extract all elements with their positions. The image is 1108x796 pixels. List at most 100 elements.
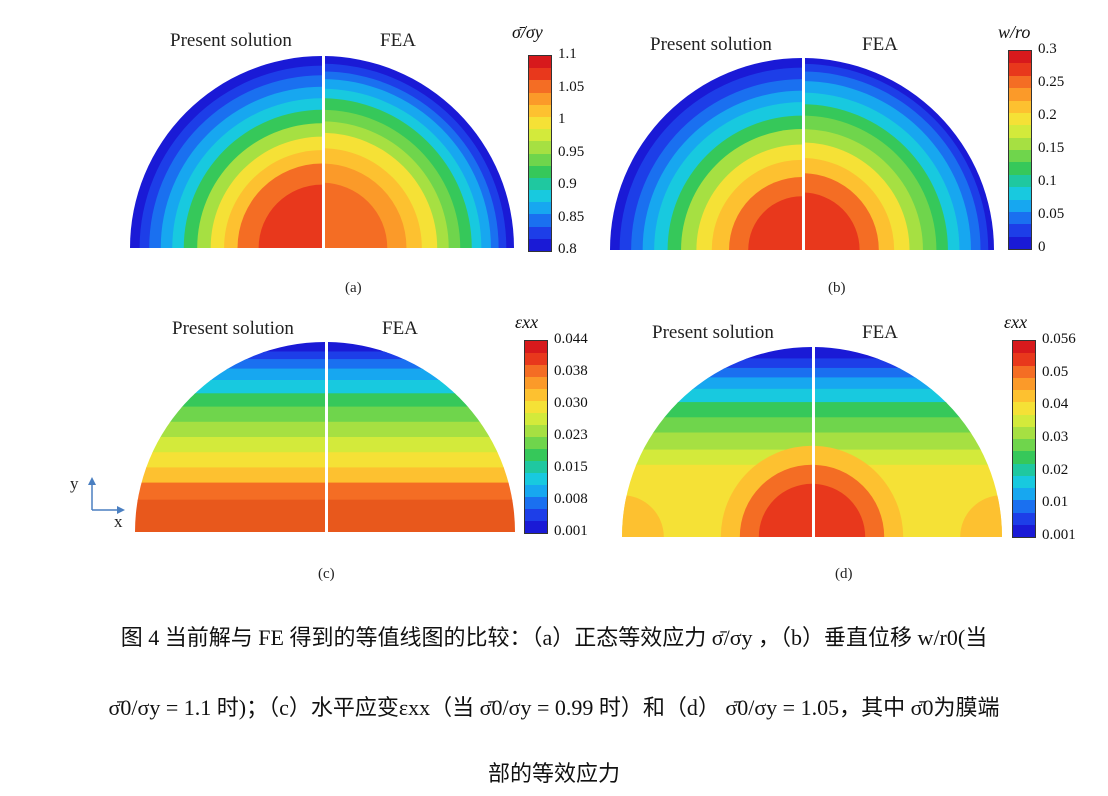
colorbar-tick-label: 0.85: [558, 208, 585, 225]
contour-band: [328, 499, 515, 532]
panel-d-left-title: Present solution: [652, 322, 774, 343]
fea-half-d: [815, 347, 1002, 537]
panel-b-right-title: FEA: [862, 34, 898, 55]
present-solution-half-c: [135, 342, 325, 532]
contour-band: [815, 432, 1002, 451]
panel-d-colorbar-title: εxx: [1004, 312, 1028, 332]
panel-c-right-title: FEA: [382, 318, 418, 339]
colorbar-segment: [1009, 63, 1031, 76]
colorbar-segment: [529, 226, 551, 239]
panel-c-label: (c): [318, 566, 335, 582]
contour-band: [135, 452, 325, 469]
contour-band: [960, 495, 1002, 537]
colorbar-tick-label: 0.05: [1038, 206, 1065, 222]
colorbar-tick-label: 1: [558, 111, 566, 127]
colorbar-segment: [1009, 174, 1031, 188]
colorbar-segment: [1013, 439, 1035, 452]
contour-band: [325, 182, 388, 248]
contour-band: [135, 406, 325, 423]
colorbar-segment: [525, 365, 547, 377]
panel-a-left-title: Present solution: [170, 30, 292, 51]
colorbar-segment: [1013, 390, 1035, 403]
colorbar-segment: [1009, 224, 1031, 237]
colorbar-segment: [529, 116, 551, 130]
colorbar-segment: [1013, 463, 1035, 476]
colorbar-tick-label: 0.9: [558, 176, 577, 192]
colorbar-segment: [1013, 524, 1035, 537]
colorbar-segment: [1009, 162, 1031, 175]
colorbar-tick-label: 0.038: [554, 363, 588, 379]
contour-band: [328, 467, 515, 484]
colorbar-segment: [1009, 236, 1031, 249]
colorbar-tick-label: 0.008: [554, 491, 588, 507]
colorbar-tick-label: 0.8: [558, 241, 577, 257]
colorbar-segment: [1013, 365, 1035, 378]
colorbar-tick-label: 0.001: [554, 523, 588, 539]
contour-band: [622, 367, 812, 379]
x-axis-label: x: [114, 512, 123, 531]
colorbar-segment: [525, 485, 547, 497]
colorbar-segment: [529, 153, 551, 166]
colorbar-segment: [529, 214, 551, 227]
contour-band: [328, 437, 515, 454]
colorbar-tick-label: 0.023: [554, 427, 588, 443]
colorbar-tick-label: 0.030: [554, 395, 588, 411]
colorbar-segment: [525, 497, 547, 509]
contour-band: [815, 483, 866, 537]
colorbar-segment: [529, 92, 551, 105]
colorbar-tick-label: 0.001: [1042, 527, 1076, 543]
colorbar-tick-label: 0.2: [1038, 107, 1057, 123]
colorbar-segment: [1009, 125, 1031, 138]
colorbar-segment: [525, 509, 547, 521]
colorbar-segment: [1009, 75, 1031, 89]
contour-band: [258, 184, 322, 248]
contour-band: [758, 483, 812, 537]
figure-caption-line-1: 图 4 当前解与 FE 得到的等值线图的比较：（a）正态等效应力 σ̄/σy ，…: [120, 625, 988, 650]
colorbar-segment: [1013, 341, 1035, 354]
colorbar-tick-label: 0.15: [1038, 140, 1065, 156]
colorbar-segment: [529, 80, 551, 93]
contour-band: [328, 482, 515, 501]
colorbar-segment: [525, 449, 547, 461]
colorbar-c: [524, 340, 548, 534]
colorbar-segment: [525, 413, 547, 425]
panel-c-left-title: Present solution: [172, 318, 294, 339]
colorbar-segment: [529, 165, 551, 178]
colorbar-tick-label: 0.02: [1042, 461, 1069, 478]
colorbar-segment: [1013, 414, 1035, 427]
contour-band: [622, 388, 812, 404]
colorbar-tick-label: 0.03: [1042, 429, 1069, 445]
panel-d-right-title: FEA: [862, 322, 898, 343]
colorbar-tick-label: 0.95: [558, 143, 585, 160]
contour-band: [622, 358, 812, 369]
colorbar-segment: [525, 425, 547, 437]
colorbar-tick-label: 1.1: [558, 46, 577, 62]
present-solution-half-a: [130, 56, 322, 248]
colorbar-tick-label: 0.1: [1038, 173, 1057, 189]
colorbar-segment: [1009, 187, 1031, 200]
colorbar-segment: [1009, 100, 1031, 113]
present-solution-half-d: [622, 347, 812, 537]
colorbar-tick-label: 0.25: [1038, 74, 1065, 90]
colorbar-tick-label: 0.056: [1042, 331, 1076, 347]
colorbar-segment: [1013, 353, 1035, 366]
colorbar-tick-label: 0.044: [554, 331, 588, 347]
colorbar-segment: [1013, 402, 1035, 415]
panel-a-colorbar-title: σ̄/σy: [512, 22, 543, 42]
panel-b-left-title: Present solution: [650, 34, 772, 55]
colorbar-tick-label: 0.01: [1042, 494, 1069, 511]
colorbar-segment: [525, 461, 547, 473]
contour-band: [622, 347, 812, 360]
fea-half-b: [805, 58, 994, 250]
colorbar-segment: [1013, 500, 1035, 513]
y-axis-label: y: [70, 474, 79, 493]
figure-caption-line-2: σ̄0/σy = 1.1 时)；（c）水平应变εxx（当 σ̄0/σy = 0.…: [108, 695, 1000, 720]
colorbar-segment: [529, 177, 551, 191]
colorbar-segment: [1009, 51, 1031, 64]
colorbar-tick-label: 0.04: [1042, 396, 1069, 413]
colorbar-segment: [529, 129, 551, 142]
colorbar-segment: [529, 190, 551, 203]
colorbar-segment: [1013, 488, 1035, 501]
